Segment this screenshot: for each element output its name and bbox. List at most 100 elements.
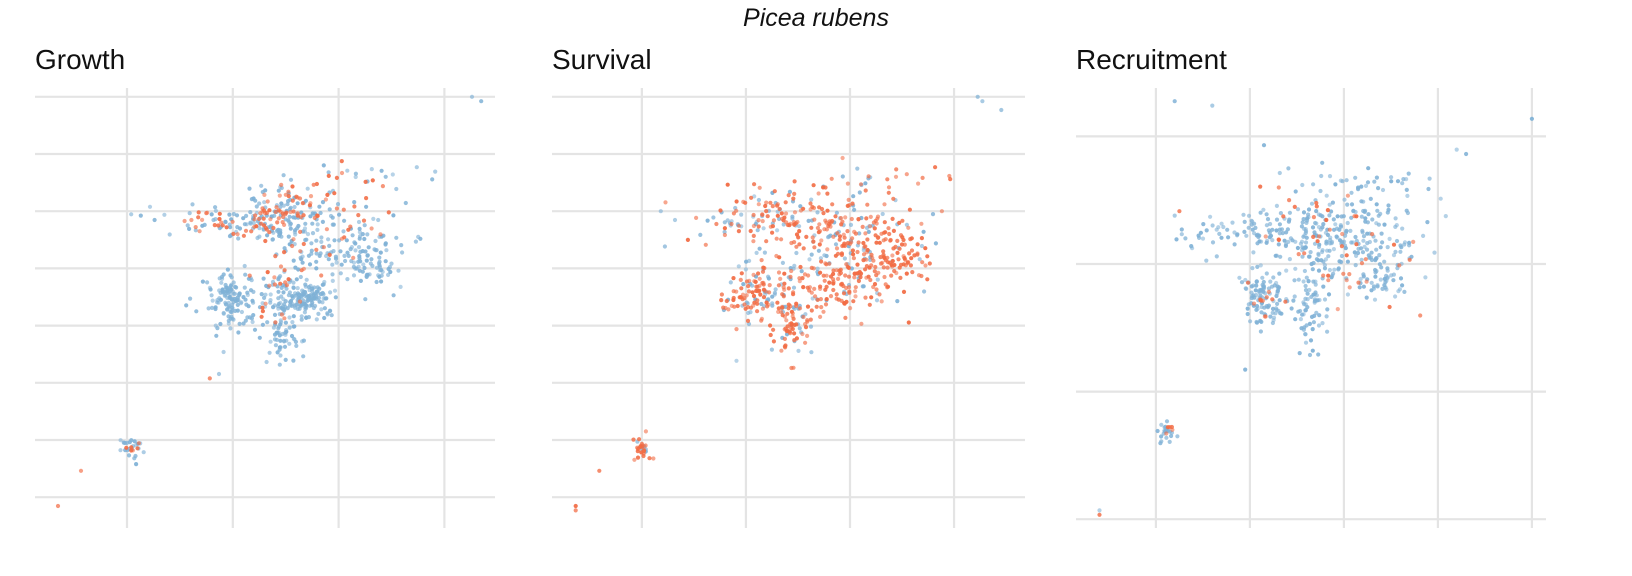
scatter-point: [1329, 275, 1334, 280]
scatter-point: [343, 258, 348, 264]
scatter-point: [1352, 250, 1357, 255]
scatter-point: [228, 273, 233, 278]
scatter-point: [808, 324, 814, 329]
scatter-point: [819, 238, 824, 243]
scatter-point: [806, 273, 811, 278]
scatter-point: [1243, 277, 1248, 283]
scatter-point: [1343, 230, 1349, 235]
scatter-point: [326, 173, 331, 178]
scatter-point: [1356, 246, 1361, 251]
scatter-point: [848, 306, 853, 311]
scatter-point: [323, 197, 328, 202]
scatter-point: [1344, 278, 1349, 283]
scatter-point: [275, 350, 280, 355]
scatter-point: [874, 287, 879, 292]
scatter-point: [1251, 301, 1257, 306]
scatter-point: [258, 211, 263, 216]
scatter-point: [292, 337, 297, 342]
scatter-point: [791, 285, 797, 290]
scatter-point: [314, 266, 319, 271]
scatter-point: [135, 446, 140, 451]
scatter-point: [792, 210, 798, 215]
scatter-point: [815, 266, 820, 271]
scatter-point: [433, 169, 438, 174]
scatter-point: [1266, 303, 1271, 308]
scatter-point: [1322, 263, 1327, 268]
scatter-point: [290, 320, 295, 325]
scatter-point: [248, 220, 253, 225]
scatter-point: [136, 441, 141, 446]
scatter-point: [933, 241, 938, 246]
scatter-point: [1351, 208, 1356, 213]
scatter-point: [322, 279, 327, 285]
scatter-point: [824, 297, 829, 302]
scatter-point: [294, 343, 299, 348]
scatter-point: [775, 228, 780, 233]
scatter-point: [860, 224, 865, 229]
scatter-point: [371, 216, 376, 221]
scatter-point: [286, 218, 291, 223]
scatter-point: [1367, 239, 1372, 245]
scatter-point: [746, 310, 751, 316]
scatter-point: [895, 238, 900, 243]
scatter-point: [124, 445, 129, 450]
scatter-point: [316, 311, 321, 316]
scatter-point: [254, 204, 259, 209]
scatter-point: [871, 258, 876, 263]
scatter-point: [380, 184, 385, 189]
scatter-point: [775, 213, 780, 218]
scatter-point: [775, 300, 780, 305]
scatter-point: [1179, 232, 1184, 237]
scatter-point: [1297, 351, 1302, 356]
scatter-point: [1395, 179, 1401, 184]
scatter-point: [1306, 212, 1311, 217]
scatter-point: [262, 192, 267, 197]
growth-title: Growth: [35, 44, 126, 75]
scatter-point: [800, 276, 805, 281]
scatter-point: [734, 289, 739, 294]
scatter-point: [899, 242, 905, 247]
scatter-point: [850, 236, 855, 241]
scatter-point: [1378, 211, 1383, 216]
scatter-point: [1322, 297, 1328, 302]
scatter-point: [822, 278, 827, 283]
scatter-point: [1398, 249, 1403, 254]
scatter-point: [295, 195, 300, 200]
scatter-point: [827, 261, 832, 266]
scatter-point: [845, 229, 850, 234]
scatter-point: [286, 189, 291, 194]
scatter-point: [828, 294, 834, 299]
scatter-point: [754, 250, 759, 255]
scatter-point: [356, 245, 362, 250]
scatter-point: [869, 295, 874, 300]
scatter-point: [1293, 266, 1298, 271]
scatter-point: [833, 242, 839, 247]
scatter-point: [253, 198, 258, 203]
scatter-point: [1261, 207, 1266, 212]
scatter-point: [1300, 220, 1305, 225]
scatter-point: [798, 264, 803, 270]
scatter-point: [889, 273, 894, 278]
scatter-point: [881, 238, 886, 243]
scatter-point: [895, 250, 900, 255]
scatter-point: [1301, 217, 1306, 222]
scatter-point: [901, 262, 906, 267]
scatter-point: [1316, 352, 1321, 357]
scatter-point: [1385, 268, 1390, 273]
scatter-point: [1271, 275, 1276, 280]
scatter-point: [129, 212, 134, 217]
scatter-point: [768, 332, 773, 338]
scatter-point: [904, 172, 909, 177]
scatter-point: [308, 201, 313, 206]
scatter-point: [260, 322, 265, 327]
scatter-point: [1175, 434, 1180, 439]
scatter-point: [299, 317, 304, 322]
scatter-point: [225, 307, 230, 312]
scatter-point: [1386, 203, 1391, 208]
scatter-point: [394, 186, 399, 192]
scatter-point: [1277, 222, 1282, 227]
scatter-point: [1219, 235, 1224, 240]
scatter-point: [855, 166, 860, 171]
scatter-point: [1371, 286, 1376, 291]
scatter-point: [167, 232, 172, 237]
